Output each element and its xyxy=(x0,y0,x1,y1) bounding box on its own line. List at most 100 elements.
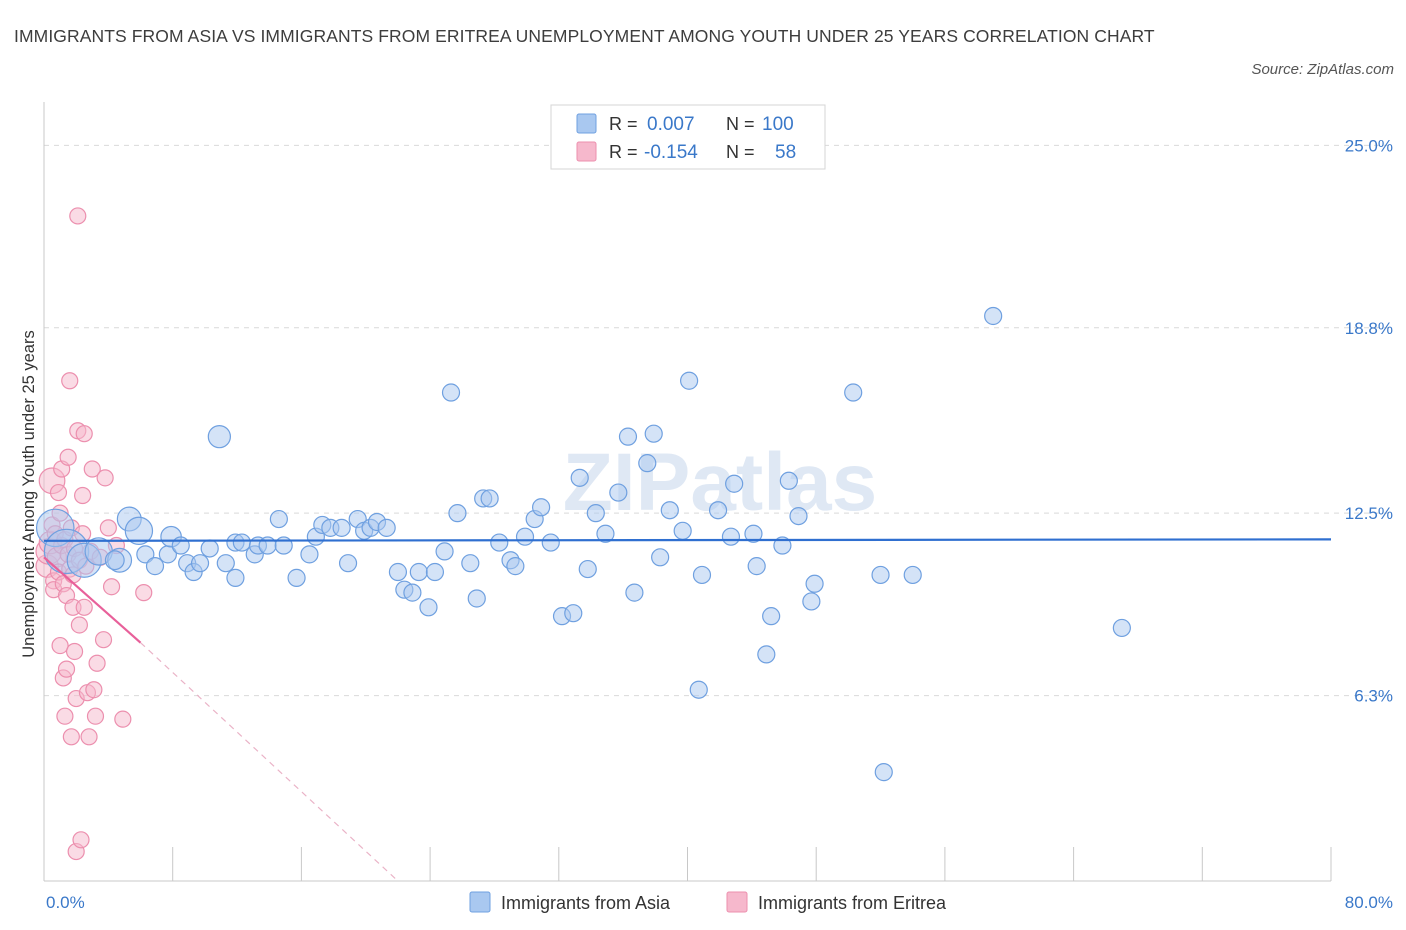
asia-point xyxy=(618,427,638,446)
asia-point xyxy=(104,550,125,571)
asia-point xyxy=(145,557,165,576)
legend-n-label: N = xyxy=(726,114,755,134)
eritrea-point xyxy=(99,519,117,537)
asia-point xyxy=(689,680,708,699)
asia-point xyxy=(461,554,480,573)
asia-point xyxy=(708,501,728,520)
asia-point xyxy=(515,527,535,546)
eritrea-point xyxy=(62,728,80,746)
asia-point xyxy=(596,524,615,543)
asia-point xyxy=(269,509,288,529)
asia-point xyxy=(190,554,210,573)
asia-point xyxy=(124,516,154,546)
legend-n-label: N = xyxy=(726,142,755,162)
asia-point xyxy=(409,562,428,582)
eritrea-point xyxy=(51,636,69,655)
asia-point xyxy=(744,524,763,543)
eritrea-point xyxy=(88,654,106,672)
asia-point xyxy=(871,565,890,585)
asia-point xyxy=(490,533,509,552)
legend-r-label: R = xyxy=(609,142,638,162)
top-legend: R = 0.007 N = 100 R = -0.154 N = 58 xyxy=(550,104,826,170)
legend-n-value: 100 xyxy=(762,114,794,135)
chart-title: IMMIGRANTS FROM ASIA VS IMMIGRANTS FROM … xyxy=(14,26,1155,46)
asia-point xyxy=(673,521,692,540)
asia-point xyxy=(779,471,798,490)
eritrea-point xyxy=(75,425,93,443)
asia-point xyxy=(207,424,232,449)
eritrea-point xyxy=(85,681,103,699)
asia-point xyxy=(651,548,670,567)
asia-point xyxy=(136,545,155,564)
chart-source: Source: ZipAtlas.com xyxy=(1251,61,1394,78)
eritrea-point xyxy=(75,598,93,616)
asia-point xyxy=(441,383,461,402)
eritrea-trend-extension xyxy=(140,642,399,882)
asia-point xyxy=(448,504,467,523)
asia-point xyxy=(403,583,422,602)
eritrea-point xyxy=(65,642,84,661)
asia-point xyxy=(586,504,605,523)
eritrea-point xyxy=(135,584,153,602)
tick-labels: 6.3% 12.5% 18.8% 25.0% 0.0% 80.0% xyxy=(46,136,1393,912)
asia-point xyxy=(747,557,766,576)
eritrea-point xyxy=(80,728,98,746)
gridlines xyxy=(44,144,1391,697)
eritrea-point xyxy=(74,486,92,505)
asia-point xyxy=(644,424,663,443)
asia-point xyxy=(660,501,679,520)
legend-swatch-eritrea xyxy=(576,141,597,162)
asia-point xyxy=(425,562,445,582)
eritrea-point xyxy=(56,707,74,725)
asia-point xyxy=(1112,618,1131,638)
asia-point xyxy=(984,306,1003,326)
asia-point xyxy=(570,468,589,487)
eritrea-point xyxy=(49,483,68,502)
asia-point xyxy=(874,763,893,782)
legend-r-value: 0.007 xyxy=(647,114,695,135)
asia-point xyxy=(692,565,712,585)
eritrea-point xyxy=(96,469,114,487)
y-tick-label: 25.0% xyxy=(1345,136,1393,155)
eritrea-point xyxy=(72,831,90,849)
bottom-legend: Immigrants from Asia Immigrants from Eri… xyxy=(469,891,947,913)
eritrea-point xyxy=(70,616,88,634)
bottom-legend-swatch-eritrea xyxy=(726,891,748,913)
trend-lines xyxy=(43,538,1332,882)
asia-point xyxy=(332,518,351,537)
asia-point xyxy=(480,489,499,508)
asia-point xyxy=(200,539,219,558)
asia-point xyxy=(773,536,792,555)
asia-point xyxy=(638,454,657,473)
y-tick-label: 6.3% xyxy=(1354,687,1393,706)
legend-r-label: R = xyxy=(609,114,638,134)
asia-point xyxy=(216,554,235,573)
asia-point xyxy=(680,371,699,390)
eritrea-point xyxy=(69,207,87,225)
asia-point xyxy=(802,592,821,611)
eritrea-point xyxy=(59,448,77,466)
bottom-legend-label-eritrea: Immigrants from Eritrea xyxy=(758,893,947,913)
y-tick-label: 18.8% xyxy=(1345,319,1393,338)
asia-point xyxy=(287,568,306,587)
asia-point xyxy=(762,607,781,626)
asia-point xyxy=(532,498,551,517)
asia-point xyxy=(844,383,863,402)
asia-point xyxy=(578,559,597,579)
legend-box xyxy=(550,104,826,170)
asia-point xyxy=(757,645,776,664)
asia-point xyxy=(226,568,245,587)
asia-points xyxy=(35,306,1131,782)
asia-point xyxy=(388,562,408,582)
asia-point xyxy=(564,604,583,623)
asia-point xyxy=(609,483,628,502)
asia-point xyxy=(467,589,486,608)
eritrea-point xyxy=(102,578,121,596)
bottom-legend-label-asia: Immigrants from Asia xyxy=(501,893,671,913)
y-tick-label: 12.5% xyxy=(1345,504,1393,523)
legend-r-value: -0.154 xyxy=(644,142,698,163)
eritrea-point xyxy=(61,372,79,390)
legend-n-value: 58 xyxy=(775,142,796,163)
asia-point xyxy=(625,583,644,602)
